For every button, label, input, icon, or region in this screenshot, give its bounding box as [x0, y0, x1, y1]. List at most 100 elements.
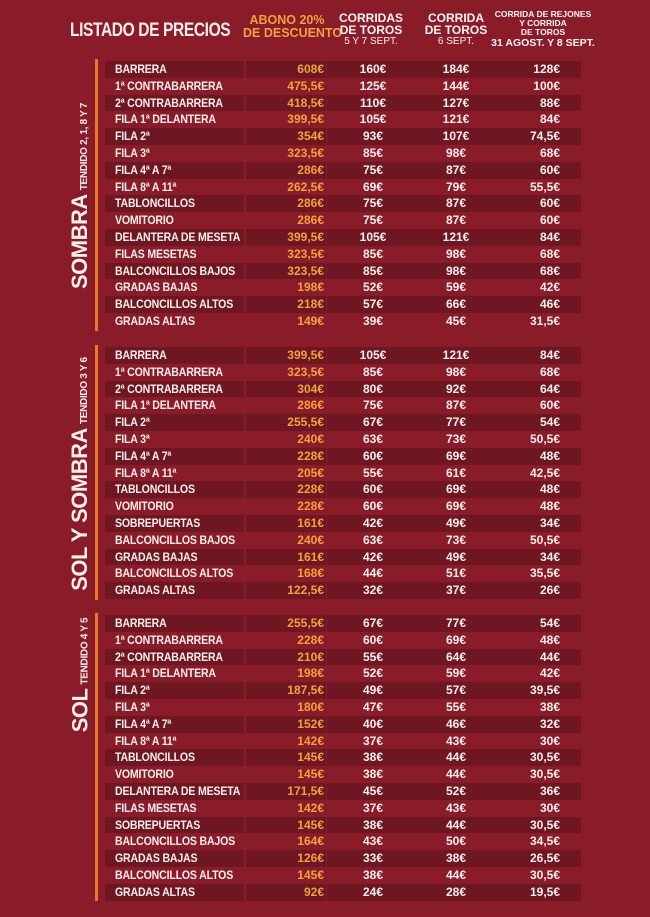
- price-corridas-5-7-sept: 42€: [362, 515, 384, 530]
- price-corrida-6-sept: 44€: [445, 817, 467, 832]
- price-corridas-5-7-sept: 69€: [362, 179, 384, 194]
- abono-price: 205€: [297, 465, 324, 480]
- price-corrida-6-sept: 64€: [445, 649, 467, 664]
- price-corrida-6-sept: 55€: [445, 699, 467, 714]
- price-corrida-6-sept: 69€: [445, 482, 467, 497]
- table-row: FILAS MESETAS 323,5€ 85€ 98€ 68€: [105, 246, 581, 263]
- abono-price: 145€: [297, 867, 324, 882]
- seat-zone-name: TABLONCILLOS: [115, 482, 195, 497]
- price-corridas-5-7-sept: 63€: [362, 532, 384, 547]
- seat-zone-name: FILA 1ª DELANTERA: [115, 398, 216, 413]
- price-corrida-6-sept: 98€: [445, 364, 467, 379]
- section-divider: [95, 613, 98, 901]
- price-corridas-5-7-sept: 55€: [362, 465, 384, 480]
- price-rows: BARRERA 255,5€ 67€ 77€ 54€ 1ª CONTRABARR…: [105, 615, 581, 901]
- seat-zone-name: TABLONCILLOS: [115, 196, 195, 211]
- table-row: DELANTERA DE MESETA 171,5€ 45€ 52€ 36€: [105, 782, 581, 800]
- table-row: BARRERA 399,5€ 105€ 121€ 84€: [105, 347, 581, 364]
- table-row: VOMITORIO 286€ 75€ 87€ 60€: [105, 212, 581, 229]
- table-row: BARRERA 255,5€ 67€ 77€ 54€: [105, 615, 581, 632]
- seat-zone-name: GRADAS ALTAS: [115, 583, 195, 598]
- price-corridas-5-7-sept: 105€: [359, 348, 387, 362]
- table-row: BALCONCILLOS BAJOS 164€ 43€ 50€ 34,5€: [105, 833, 581, 850]
- table-row: 2ª CONTRABARRERA 210€ 55€ 64€ 44€: [105, 648, 581, 666]
- price-rejones-31-agost-8-sept: 50,5€: [529, 431, 560, 446]
- price-rejones-31-agost-8-sept: 26,5€: [529, 851, 560, 866]
- table-row: TABLONCILLOS 145€ 38€ 44€ 30,5€: [105, 749, 581, 767]
- table-row: FILAS MESETAS 142€ 37€ 43€ 30€: [105, 800, 581, 817]
- price-corrida-6-sept: 69€: [445, 499, 467, 514]
- price-rejones-31-agost-8-sept: 39,5€: [529, 683, 560, 698]
- abono-price: 323,5€: [287, 263, 324, 278]
- price-rejones-31-agost-8-sept: 55,5€: [529, 179, 560, 194]
- seat-zone-name: GRADAS BAJAS: [115, 280, 198, 295]
- price-corrida-6-sept: 79€: [445, 179, 467, 194]
- seat-zone-name: FILA 3ª: [115, 699, 150, 714]
- price-corridas-5-7-sept: 85€: [362, 145, 384, 160]
- price-rejones-31-agost-8-sept: 68€: [539, 263, 560, 278]
- price-corrida-6-sept: 69€: [445, 448, 467, 463]
- seat-zone-name: FILA 8ª A 11ª: [115, 179, 177, 194]
- price-corridas-5-7-sept: 85€: [362, 246, 384, 261]
- price-rejones-31-agost-8-sept: 34,5€: [529, 834, 560, 849]
- price-corridas-5-7-sept: 75€: [362, 213, 384, 228]
- abono-price: 255,5€: [287, 616, 324, 630]
- table-row: BALCONCILLOS ALTOS 168€ 44€ 51€ 35,5€: [105, 565, 581, 582]
- price-corrida-6-sept: 107€: [442, 129, 470, 144]
- table-row: FILA 3ª 240€ 63€ 73€ 50,5€: [105, 431, 581, 448]
- price-rejones-31-agost-8-sept: 46€: [539, 297, 560, 312]
- price-corrida-6-sept: 43€: [445, 800, 467, 815]
- seat-zone-name: FILA 1ª DELANTERA: [115, 112, 216, 127]
- price-corrida-6-sept: 121€: [442, 112, 470, 127]
- seat-zone-name: BARRERA: [115, 616, 167, 630]
- abono-price: 240€: [297, 532, 324, 547]
- seat-zone-name: GRADAS ALTAS: [115, 884, 195, 899]
- seat-zone-name: FILAS MESETAS: [115, 800, 197, 815]
- price-rejones-31-agost-8-sept: 30,5€: [529, 750, 560, 765]
- price-rejones-31-agost-8-sept: 42€: [539, 666, 560, 681]
- abono-price: 399,5€: [287, 348, 324, 362]
- price-corridas-5-7-sept: 33€: [362, 851, 384, 866]
- abono-price: 198€: [297, 280, 324, 295]
- section-label: SOL TENDIDO 4 Y 5: [65, 615, 95, 735]
- price-corridas-5-7-sept: 39€: [362, 313, 384, 328]
- price-corrida-6-sept: 51€: [445, 566, 467, 581]
- price-corridas-5-7-sept: 52€: [362, 280, 384, 295]
- abono-price: 122,5€: [287, 583, 324, 598]
- price-corrida-6-sept: 59€: [445, 666, 467, 681]
- abono-price: 399,5€: [287, 112, 324, 127]
- price-rejones-31-agost-8-sept: 60€: [539, 196, 560, 211]
- price-corrida-6-sept: 44€: [445, 750, 467, 765]
- price-corridas-5-7-sept: 40€: [362, 716, 384, 731]
- price-rejones-31-agost-8-sept: 68€: [539, 145, 560, 160]
- price-rejones-31-agost-8-sept: 60€: [539, 213, 560, 228]
- seat-zone-name: FILA 3ª: [115, 431, 150, 446]
- seat-zone-name: DELANTERA DE MESETA: [115, 783, 241, 798]
- price-rejones-31-agost-8-sept: 88€: [539, 95, 560, 110]
- seat-zone-name: FILA 2ª: [115, 129, 150, 144]
- abono-price: 228€: [297, 499, 324, 514]
- table-row: FILA 2ª 187,5€ 49€ 57€ 39,5€: [105, 682, 581, 699]
- price-corrida-6-sept: 127€: [442, 95, 470, 110]
- seat-zone-name: BALCONCILLOS ALTOS: [115, 566, 234, 581]
- price-corrida-6-sept: 43€: [445, 733, 467, 748]
- abono-price: 149€: [297, 313, 324, 328]
- price-rejones-31-agost-8-sept: 60€: [539, 162, 560, 177]
- price-corridas-5-7-sept: 45€: [362, 783, 384, 798]
- seat-zone-name: GRADAS BAJAS: [115, 549, 198, 564]
- price-corridas-5-7-sept: 43€: [362, 834, 384, 849]
- price-rejones-31-agost-8-sept: 54€: [539, 415, 560, 430]
- price-rejones-31-agost-8-sept: 30,5€: [529, 817, 560, 832]
- abono-price: 187,5€: [287, 683, 324, 698]
- price-corridas-5-7-sept: 47€: [362, 699, 384, 714]
- price-rejones-31-agost-8-sept: 50,5€: [529, 532, 560, 547]
- seat-zone-name: FILA 4ª A 7ª: [115, 716, 172, 731]
- price-corrida-6-sept: 49€: [445, 515, 467, 530]
- price-rows: BARRERA 608€ 160€ 184€ 128€ 1ª CONTRABAR…: [105, 61, 581, 330]
- table-row: TABLONCILLOS 286€ 75€ 87€ 60€: [105, 195, 581, 213]
- abono-price: 286€: [297, 162, 324, 177]
- seat-zone-name: VOMITORIO: [115, 767, 174, 782]
- abono-price: 198€: [297, 666, 324, 681]
- seat-zone-name: VOMITORIO: [115, 499, 174, 514]
- price-corridas-5-7-sept: 67€: [362, 616, 384, 630]
